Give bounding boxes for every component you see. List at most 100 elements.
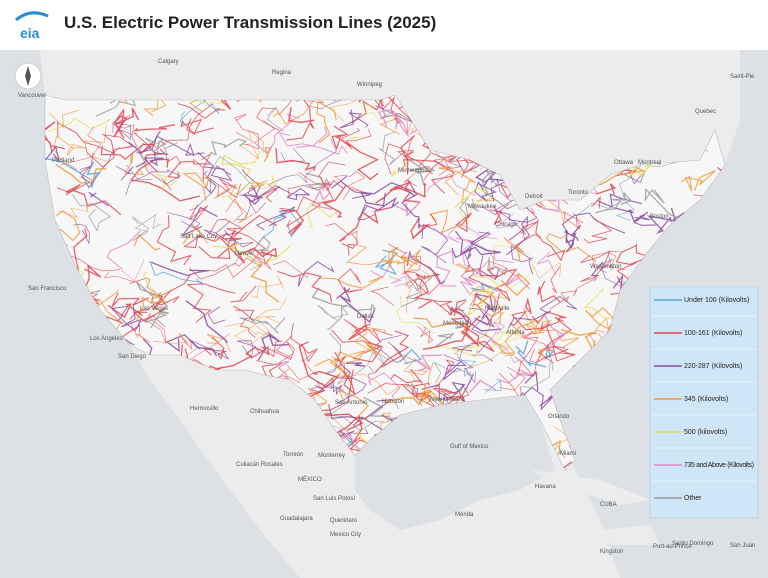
place-label: Boston [650, 214, 669, 220]
line [132, 103, 214, 153]
line [535, 316, 572, 364]
line [186, 283, 236, 323]
line [503, 237, 524, 261]
line [468, 379, 497, 393]
line [230, 285, 257, 303]
legend-items: Under 100 (Kilovolts) 100-161 (Kilovolts)… [652, 297, 756, 502]
line [680, 169, 716, 192]
place-label: CUBA [600, 502, 617, 508]
line [495, 194, 541, 236]
line [143, 271, 160, 296]
line [584, 307, 617, 334]
line [112, 115, 138, 150]
place-label: Los Angeles [90, 336, 123, 342]
line [107, 303, 143, 319]
line [331, 175, 372, 199]
line [286, 187, 311, 201]
place-label: Chicago [495, 222, 518, 228]
line [254, 113, 300, 154]
line [217, 238, 246, 264]
line [619, 150, 677, 199]
line [544, 344, 555, 361]
line [496, 368, 535, 384]
line [411, 213, 438, 240]
line [377, 109, 410, 137]
place-label: Denver [235, 251, 254, 257]
title: U.S. Electric Power Transmission Lines (… [64, 13, 436, 32]
line [197, 151, 217, 194]
line [182, 225, 208, 245]
line [432, 153, 463, 176]
line [572, 199, 635, 221]
line [388, 243, 421, 275]
line [615, 243, 652, 265]
line [379, 412, 392, 438]
line [185, 300, 228, 344]
line [182, 172, 210, 201]
line [479, 255, 500, 281]
line [272, 99, 315, 125]
line [153, 333, 188, 346]
line [136, 291, 169, 321]
line [305, 172, 331, 191]
line [262, 210, 301, 239]
place-label: Houston [382, 399, 404, 405]
logo: eia [20, 25, 40, 41]
line [383, 383, 433, 406]
place-label: Atlanta [506, 330, 525, 336]
line [360, 182, 416, 207]
line [391, 201, 422, 217]
line [72, 194, 111, 232]
line [135, 152, 169, 168]
line [189, 95, 220, 112]
place-label: Las Vegas [140, 306, 168, 312]
line [467, 239, 514, 263]
place-label: Saint-Pie [730, 74, 755, 80]
line [401, 275, 433, 308]
line [279, 196, 322, 228]
line [596, 193, 643, 208]
place-label: Torreón [283, 452, 303, 458]
line [319, 275, 384, 289]
line [103, 271, 136, 283]
line [401, 382, 432, 402]
line [388, 275, 421, 290]
line [56, 210, 81, 242]
place-label: Washington [590, 264, 621, 270]
line [233, 316, 281, 345]
line [242, 168, 292, 203]
line [221, 174, 278, 198]
line [426, 173, 476, 196]
line [95, 95, 137, 117]
line [441, 345, 480, 358]
place-label: San Juan [730, 543, 755, 549]
line [221, 150, 261, 178]
line [390, 368, 423, 384]
legend-label: Other [684, 495, 702, 502]
line [317, 304, 349, 321]
header [0, 0, 768, 50]
line [129, 277, 163, 298]
line [391, 158, 412, 177]
line [193, 152, 212, 182]
line [203, 220, 254, 248]
line [209, 218, 267, 250]
line [287, 171, 332, 198]
place-label: Portland [52, 158, 74, 164]
line [522, 358, 554, 389]
place-label: Winnipeg [357, 82, 382, 88]
line [504, 274, 531, 290]
line [339, 109, 369, 129]
line [403, 155, 436, 186]
line [381, 345, 403, 368]
line [403, 256, 441, 296]
line [595, 183, 617, 195]
line [499, 366, 526, 391]
line [179, 98, 220, 126]
line [189, 170, 219, 211]
place-label: Detroit [525, 194, 543, 200]
place-label: Kingston [600, 549, 623, 555]
line [266, 106, 285, 132]
line [491, 244, 534, 298]
line [380, 110, 412, 134]
